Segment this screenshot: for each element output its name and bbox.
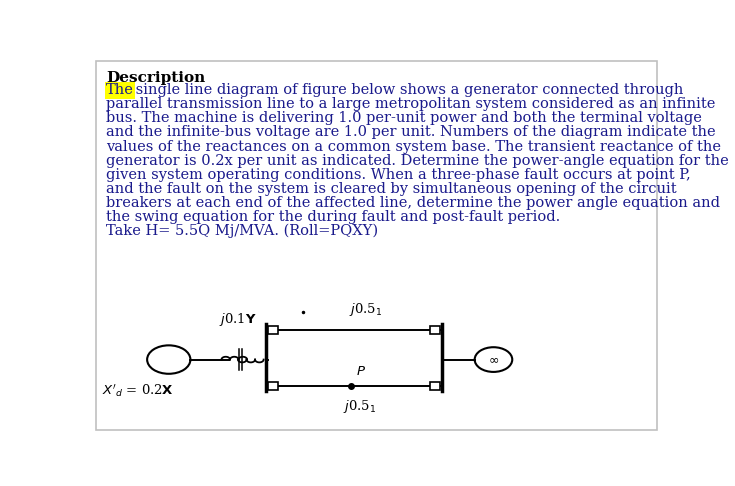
Text: and the fault on the system is cleared by simultaneous opening of the circuit: and the fault on the system is cleared b… (106, 182, 677, 196)
Text: The: The (106, 84, 134, 97)
Text: bus. The machine is delivering 1.0 per-unit power and both the terminal voltage: bus. The machine is delivering 1.0 per-u… (106, 111, 702, 125)
Text: Description: Description (106, 71, 205, 86)
Text: $j$0.1$\bf{Y}$: $j$0.1$\bf{Y}$ (219, 311, 257, 328)
Text: the swing equation for the during fault and post-fault period.: the swing equation for the during fault … (106, 209, 560, 224)
Text: parallel transmission line to a large metropolitan system considered as an infin: parallel transmission line to a large me… (106, 97, 715, 111)
Text: single line diagram of figure below shows a generator connected through: single line diagram of figure below show… (131, 84, 683, 97)
Text: $j$0.5$_1$: $j$0.5$_1$ (343, 398, 376, 415)
Text: $X'_d$ = 0.2$\bf{X}$: $X'_d$ = 0.2$\bf{X}$ (102, 382, 174, 399)
Text: generator is 0.2x per unit as indicated. Determine the power-angle equation for : generator is 0.2x per unit as indicated.… (106, 154, 729, 168)
Bar (430, 326, 440, 334)
Text: breakers at each end of the affected line, determine the power angle equation an: breakers at each end of the affected lin… (106, 196, 720, 209)
Text: Take H= 5.5Q Mj/MVA. (Roll=PQXY): Take H= 5.5Q Mj/MVA. (Roll=PQXY) (106, 224, 379, 238)
Text: $j$0.5$_1$: $j$0.5$_1$ (348, 301, 382, 318)
Bar (268, 326, 278, 334)
Text: and the infinite-bus voltage are 1.0 per unit. Numbers of the diagram indicate t: and the infinite-bus voltage are 1.0 per… (106, 125, 716, 139)
Text: $P$: $P$ (356, 364, 365, 378)
Bar (268, 382, 278, 390)
Text: values of the reactances on a common system base. The transient reactance of the: values of the reactances on a common sys… (106, 139, 721, 154)
Text: $\infty$: $\infty$ (488, 353, 499, 366)
Text: given system operating conditions. When a three-phase fault occurs at point P,: given system operating conditions. When … (106, 168, 691, 182)
Bar (430, 382, 440, 390)
